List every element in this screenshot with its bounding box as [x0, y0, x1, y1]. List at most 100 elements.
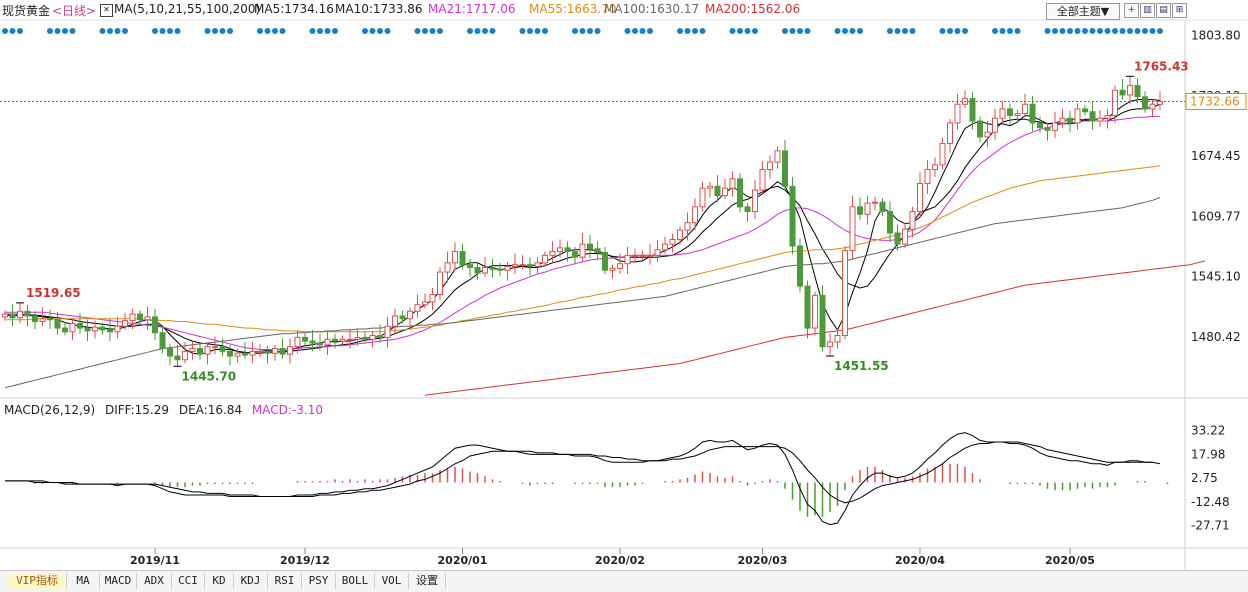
signal-dot [804, 28, 811, 34]
high-price-annotation: 1765.43 [1134, 59, 1189, 73]
ma-line-ma55 [5, 165, 1161, 333]
candle-body [422, 301, 428, 306]
tab-rsi[interactable]: RSI [268, 573, 302, 589]
tab-cci[interactable]: CCI [172, 573, 205, 589]
candle-body [849, 206, 856, 252]
candle-body [699, 187, 706, 208]
candle-body [579, 243, 586, 258]
tab-settings[interactable]: 设置 [409, 573, 446, 589]
ma200-value: MA200:1562.06 [705, 2, 801, 16]
candle-body [924, 169, 931, 185]
signal-dot [227, 28, 233, 34]
candle-body [572, 251, 578, 258]
signal-dot [1142, 28, 1148, 34]
signal-dot [789, 28, 796, 34]
signal-dot [167, 28, 173, 34]
candle-body [954, 103, 961, 124]
tab-adx[interactable]: ADX [137, 573, 172, 589]
tab-kd[interactable]: KD [205, 573, 234, 589]
signal-dot [99, 28, 106, 34]
candle-body [1089, 111, 1096, 122]
signal-dot [1089, 28, 1096, 34]
signal-dot [744, 28, 751, 34]
ma-toggle-icon[interactable]: ✕ [100, 4, 113, 17]
candle-body [1142, 96, 1148, 110]
candle-body [1119, 89, 1126, 96]
candle-body [812, 294, 818, 329]
candle-body [489, 266, 496, 270]
high-price-annotation: 1519.65 [26, 286, 81, 300]
candle-body [542, 254, 548, 264]
signal-dot [317, 28, 323, 34]
candle-body [272, 348, 278, 354]
candle-body [827, 341, 833, 348]
signal-dot [264, 28, 271, 34]
price-axis-tick-label: 1803.80 [1191, 28, 1241, 42]
candle-body [1112, 89, 1118, 116]
signal-dot [422, 28, 428, 34]
signal-dot [729, 28, 736, 34]
candle-body [617, 263, 623, 269]
signal-dot [842, 28, 848, 34]
signal-dot [9, 28, 16, 34]
candle-body [354, 336, 361, 340]
candle-body [129, 313, 136, 322]
signal-dot [939, 28, 946, 34]
candle-body [864, 202, 871, 215]
tab-kdj[interactable]: KDJ [234, 573, 268, 589]
signal-dot [279, 28, 286, 34]
macd-panel [5, 432, 1169, 526]
tab-vip[interactable]: VIP指标 [8, 573, 67, 589]
indicator-icon[interactable]: ▥ [1140, 3, 1155, 18]
signal-dot [572, 28, 578, 34]
signal-dot [887, 28, 893, 34]
period-label[interactable]: <日线> [52, 4, 97, 18]
fullscreen-icon[interactable]: ⊞ [1172, 3, 1187, 18]
candle-body [639, 254, 646, 257]
candle-body [242, 352, 248, 356]
signal-dot [437, 28, 443, 34]
candle-body [872, 201, 878, 204]
signal-dot [1097, 28, 1103, 34]
candle-body [939, 142, 946, 166]
candle-body [782, 150, 788, 187]
candle-body [467, 264, 473, 268]
layout-icon[interactable]: ▤ [1156, 3, 1171, 18]
tab-psy[interactable]: PSY [302, 573, 336, 589]
signal-dot [107, 28, 113, 34]
signal-dot [332, 28, 338, 34]
tab-vol[interactable]: VOL [375, 573, 409, 589]
candle-body [452, 251, 458, 264]
candle-body [759, 169, 766, 191]
candle-body [92, 326, 98, 332]
signal-dot [324, 28, 331, 34]
signal-dot [309, 28, 316, 34]
add-icon[interactable]: + [1124, 3, 1139, 18]
candle-body [647, 254, 653, 257]
signal-dot [489, 28, 496, 34]
candle-body [234, 352, 241, 357]
signal-dot [797, 28, 803, 34]
candle-body [302, 336, 308, 342]
candle-body [264, 350, 271, 354]
candle-body [677, 229, 683, 240]
candle-body [114, 325, 121, 333]
candlestick-series [2, 76, 1163, 367]
candle-body [1074, 108, 1081, 124]
candle-body [842, 250, 848, 337]
signal-dot [384, 28, 391, 34]
tab-boll[interactable]: BOLL [336, 573, 375, 589]
candle-body [107, 329, 113, 333]
tab-macd[interactable]: MACD [100, 573, 137, 589]
macd-axis-tick-label: 2.75 [1191, 471, 1218, 485]
candle-body [729, 178, 736, 189]
tab-ma[interactable]: MA [67, 573, 100, 589]
signal-dot [47, 28, 53, 34]
date-axis-label: 2019/11 [130, 554, 180, 567]
signal-dot [902, 28, 908, 34]
theme-dropdown-button[interactable]: 全部主题▼ [1046, 3, 1120, 20]
date-axis-label: 2020/05 [1045, 554, 1095, 567]
signal-dot [947, 28, 953, 34]
ma10-value: MA10:1733.86 [335, 2, 423, 16]
